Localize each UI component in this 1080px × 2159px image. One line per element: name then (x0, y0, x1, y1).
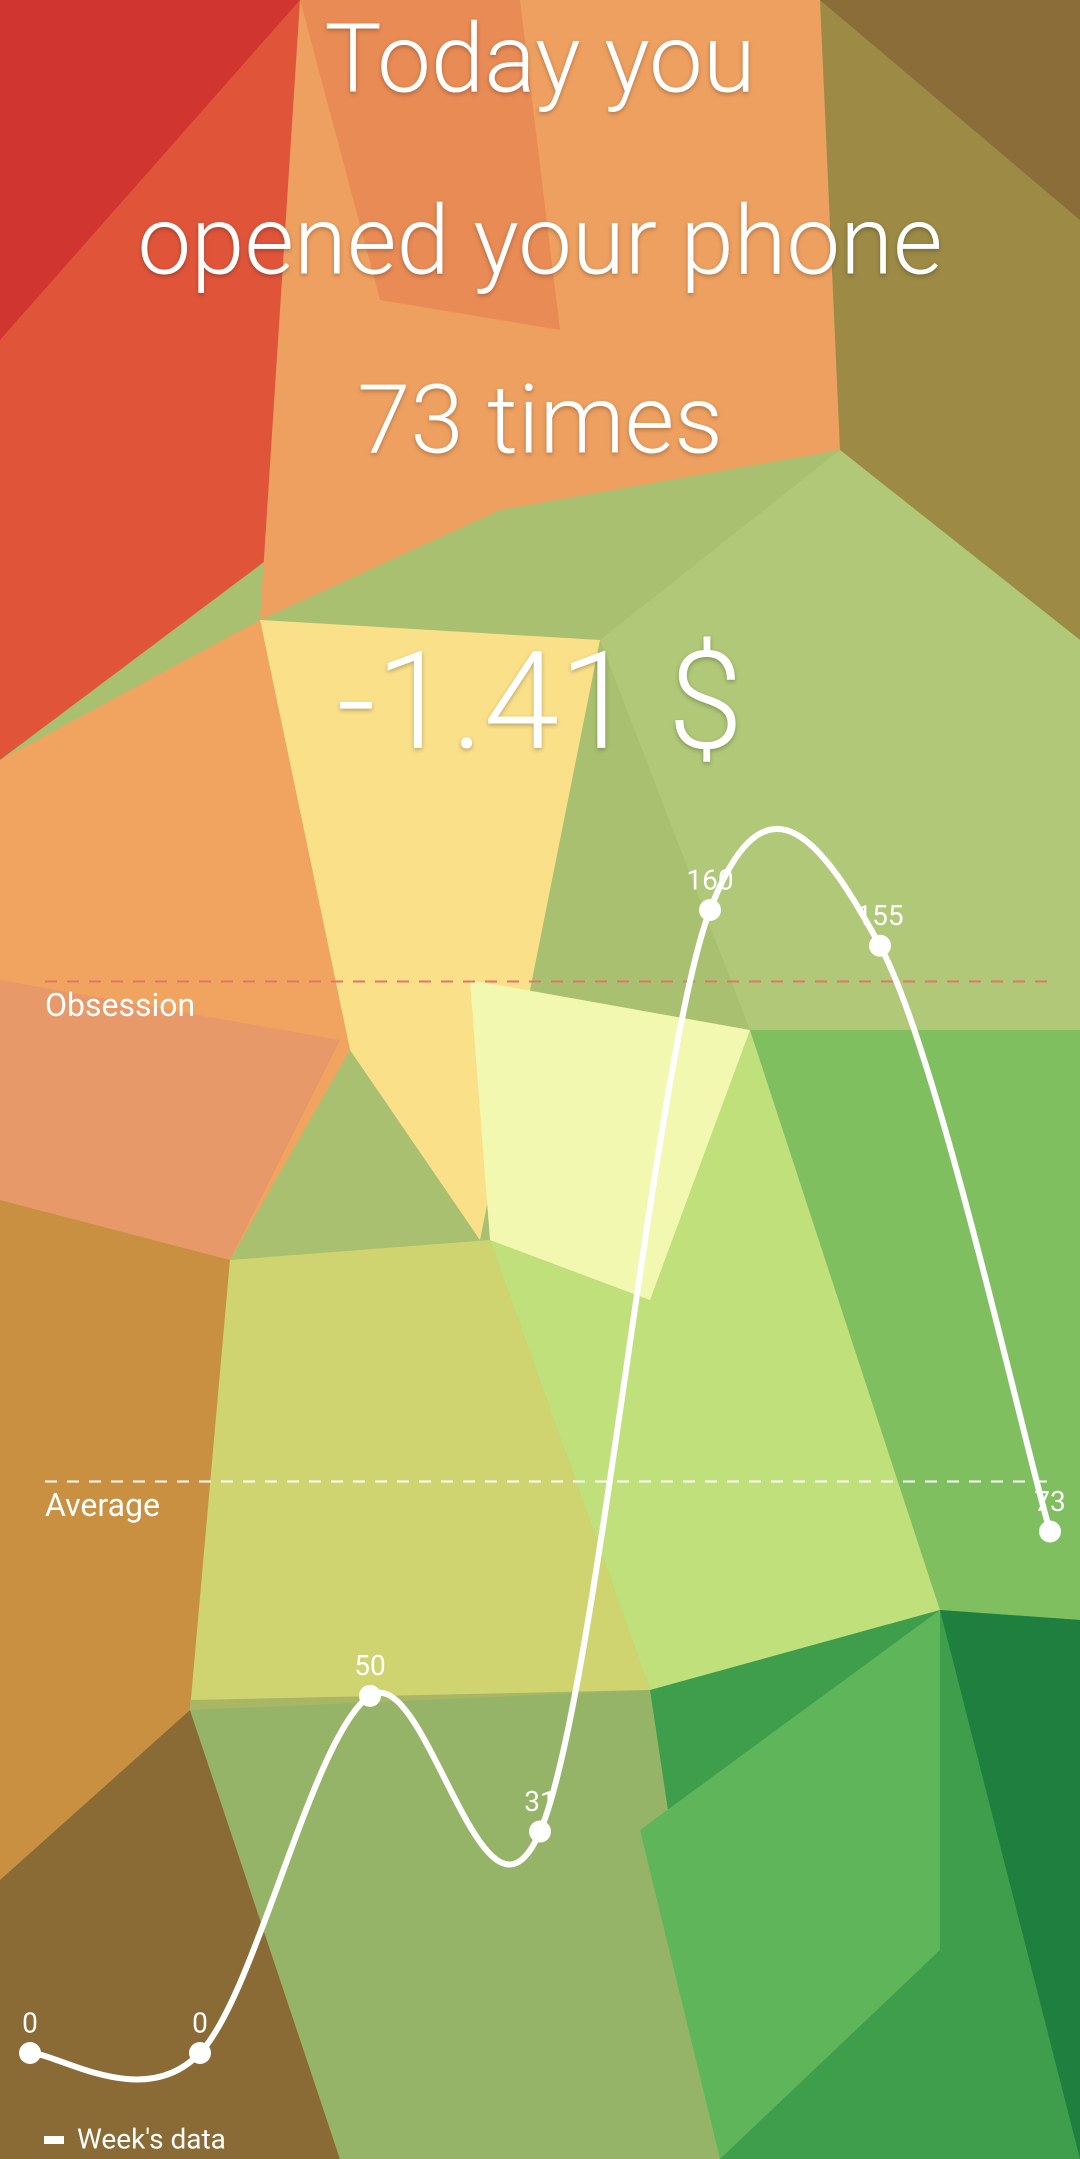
data-point (869, 934, 891, 957)
data-point (189, 2042, 211, 2064)
headline: Today you (324, 3, 755, 115)
headline: 73 times (357, 364, 723, 476)
data-label: 31 (524, 1785, 555, 1818)
headline: opened your phone (137, 185, 942, 297)
legend-label: Week's data (77, 2122, 226, 2155)
data-point (1039, 1520, 1061, 1543)
amount: -1.41 $ (337, 623, 743, 782)
data-label: 0 (192, 2006, 208, 2039)
data-point (19, 2042, 41, 2064)
legend-swatch (44, 2136, 64, 2144)
data-point (699, 899, 721, 921)
chart: Obsession Average 0 0 50 31 160 155 73 Week's dat… (19, 825, 1066, 2155)
data-label: 160 (686, 863, 733, 896)
data-label: 73 (1034, 1485, 1065, 1518)
data-label: 155 (856, 899, 903, 932)
reference-label: Obsession (45, 986, 195, 1024)
data-label: 0 (22, 2006, 38, 2039)
data-line (27, 825, 1053, 2083)
data-point (529, 1820, 551, 1843)
data-point (359, 1684, 381, 1707)
data-label: 50 (354, 1649, 385, 1682)
reference-label: Average (45, 1486, 160, 1524)
